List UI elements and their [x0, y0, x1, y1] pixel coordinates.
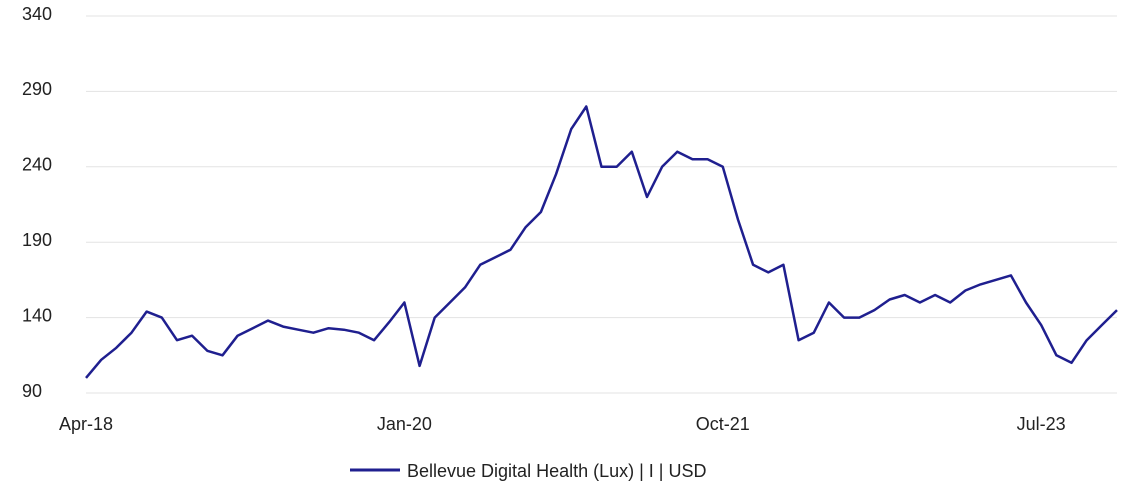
y-tick-label: 190 [22, 230, 52, 250]
line-series [85, 105, 1118, 379]
x-tick-label: Apr-18 [59, 414, 113, 434]
y-tick-label: 90 [22, 381, 42, 401]
y-tick-label: 240 [22, 155, 52, 175]
x-tick-label: Jul-23 [1017, 414, 1066, 434]
x-tick-label: Jan-20 [377, 414, 432, 434]
y-tick-label: 340 [22, 4, 52, 24]
legend-label: Bellevue Digital Health (Lux) | I | USD [407, 461, 706, 481]
y-tick-label: 290 [22, 79, 52, 99]
y-tick-label: 140 [22, 305, 52, 325]
x-tick-label: Oct-21 [696, 414, 750, 434]
